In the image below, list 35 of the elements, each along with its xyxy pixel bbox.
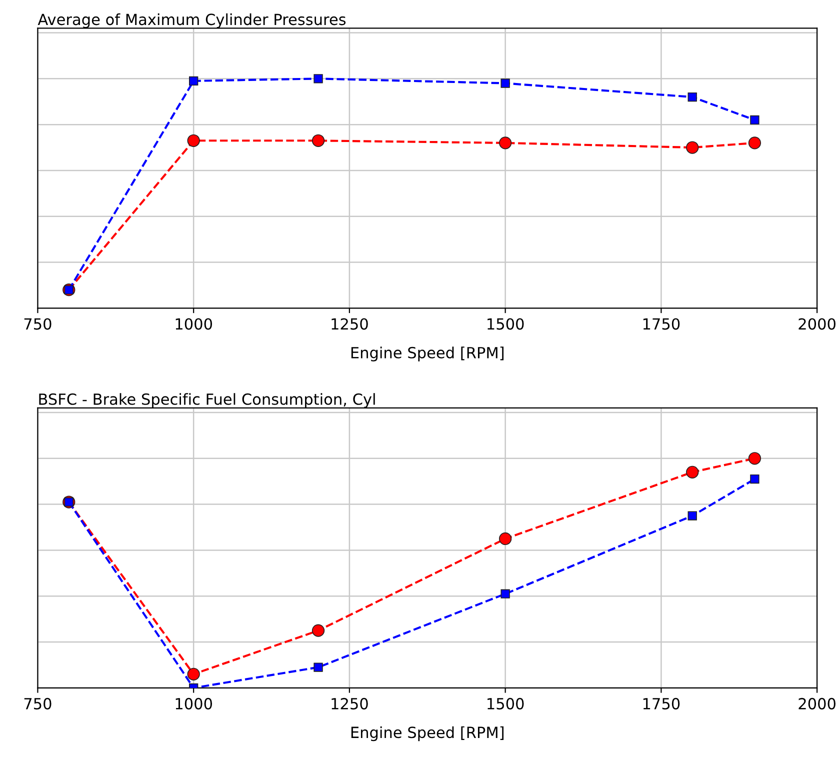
point [688,92,697,102]
chart-title: Average of Maximum Cylinder Pressures [38,13,346,28]
point [187,668,200,680]
point [498,532,512,546]
x-tick-label: 1000 [176,698,212,710]
x-tick-label: 1250 [332,318,368,330]
x-tick-label: 750 [24,698,52,710]
point [686,141,699,154]
x-tick-label: 1250 [332,698,368,710]
point [688,511,697,520]
x-tick-label: 2000 [798,698,836,710]
point [312,134,325,147]
x-tick-label: 2000 [798,318,836,330]
chart-title: BSFC - Brake Specific Fuel Consumption, Cyl [39,393,375,408]
point [750,115,760,125]
point [187,134,200,147]
x-tick-label: 1500 [488,698,524,710]
point [498,136,512,150]
point [500,78,510,88]
x-tick-label: 1000 [176,318,212,330]
point [314,74,323,84]
x-axis-title: Engine Speed [RPM] [351,346,504,362]
point [748,452,762,465]
point [188,76,198,86]
x-tick-label: 1750 [643,698,680,710]
x-tick-label: 750 [24,318,52,330]
x-tick-label: 1750 [643,318,680,330]
x-axis-title: Engine Speed [RPM] [351,726,504,742]
point [312,624,325,637]
point [500,589,510,598]
point [314,662,323,672]
point [686,466,699,478]
x-tick-label: 1500 [488,318,524,330]
point [750,474,760,484]
point [748,136,762,150]
